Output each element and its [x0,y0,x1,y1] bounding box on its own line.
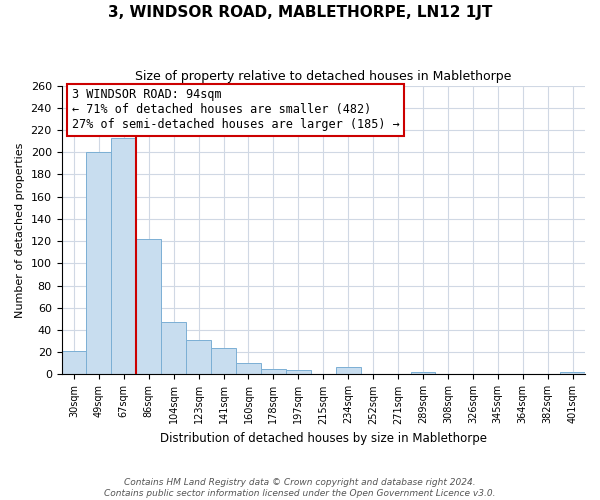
Bar [112,138,136,374]
Bar [136,239,161,374]
X-axis label: Distribution of detached houses by size in Mablethorpe: Distribution of detached houses by size … [160,432,487,445]
Text: Contains HM Land Registry data © Crown copyright and database right 2024.
Contai: Contains HM Land Registry data © Crown c… [104,478,496,498]
Bar [62,351,86,374]
Bar [410,372,436,374]
Text: 3, WINDSOR ROAD, MABLETHORPE, LN12 1JT: 3, WINDSOR ROAD, MABLETHORPE, LN12 1JT [108,5,492,20]
Bar [336,366,361,374]
Bar [236,364,261,374]
Bar [86,152,112,374]
Bar [560,372,585,374]
Bar [286,370,311,374]
Y-axis label: Number of detached properties: Number of detached properties [15,142,25,318]
Bar [211,348,236,374]
Title: Size of property relative to detached houses in Mablethorpe: Size of property relative to detached ho… [135,70,511,83]
Bar [161,322,186,374]
Bar [261,369,286,374]
Text: 3 WINDSOR ROAD: 94sqm
← 71% of detached houses are smaller (482)
27% of semi-det: 3 WINDSOR ROAD: 94sqm ← 71% of detached … [72,88,400,132]
Bar [186,340,211,374]
